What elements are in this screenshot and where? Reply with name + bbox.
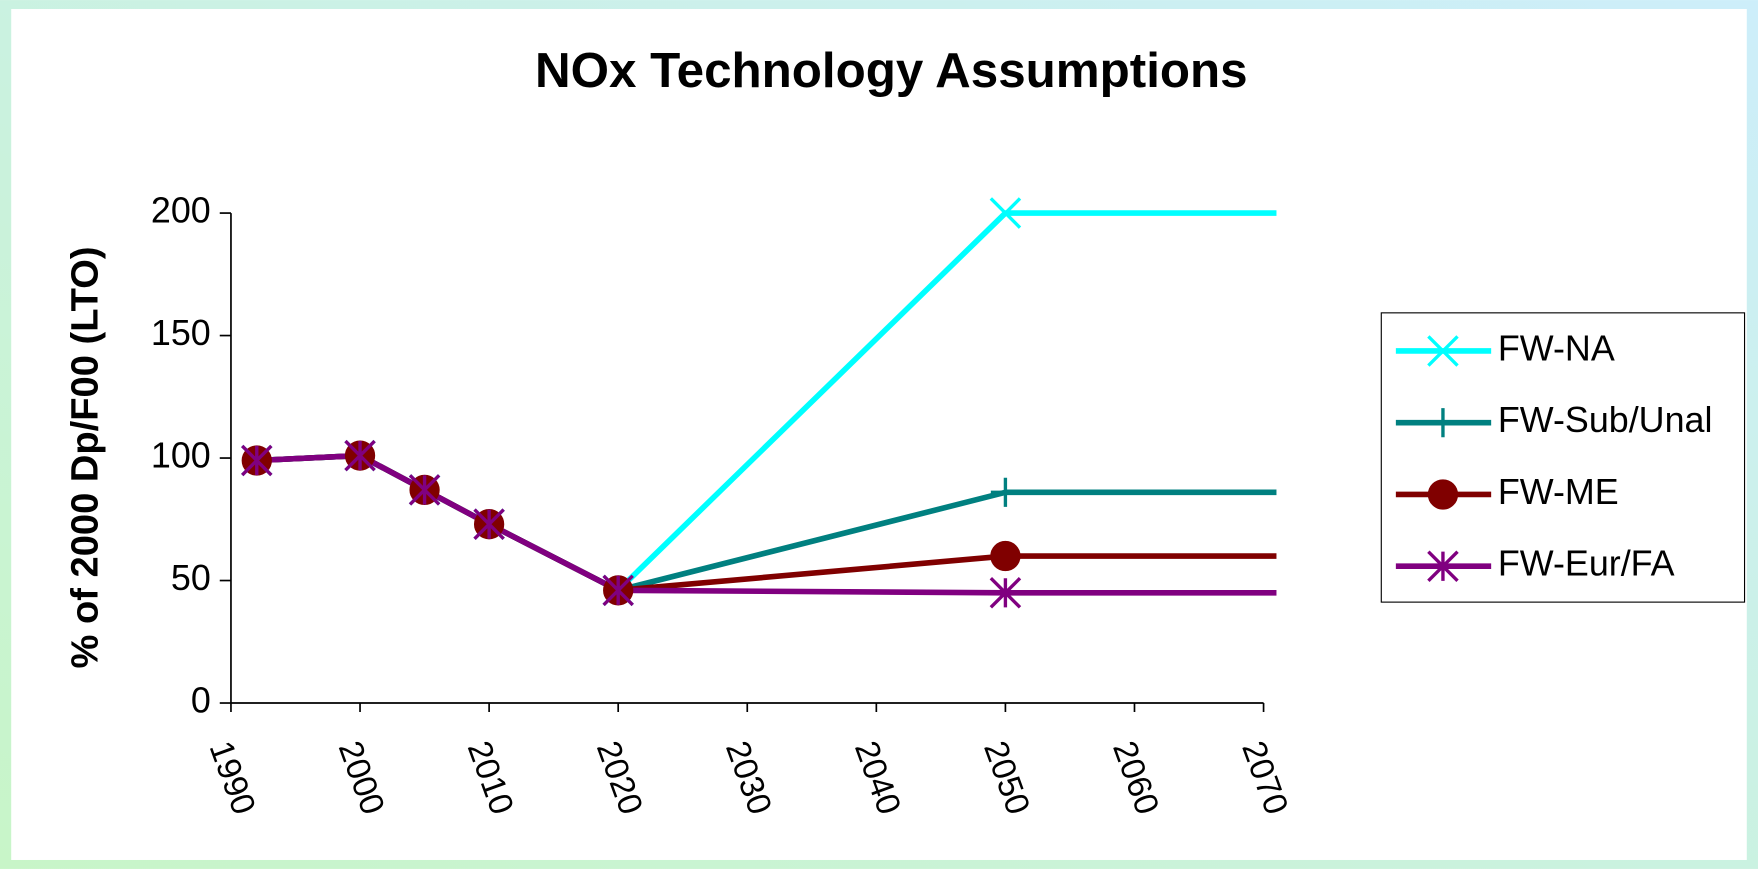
marker: [989, 577, 1022, 609]
marker: [344, 439, 376, 472]
legend-label: FW-Sub/Unal: [1498, 400, 1713, 440]
marker: [990, 477, 1020, 507]
legend-label: FW-NA: [1498, 328, 1615, 368]
y-tick-label: 200: [151, 191, 211, 231]
marker: [408, 474, 441, 506]
marker: [473, 508, 505, 540]
y-axis-label: % of 2000 Dp/F00 (LTO): [65, 246, 107, 668]
marker: [990, 540, 1021, 572]
marker: [989, 197, 1022, 229]
y-tick-label: 50: [171, 558, 211, 598]
marker: [1427, 550, 1459, 583]
marker: [602, 574, 634, 607]
y-tick-label: 0: [191, 680, 211, 720]
y-tick-label: 100: [151, 436, 211, 476]
marker: [241, 444, 273, 477]
y-tick-label: 150: [151, 313, 211, 353]
marker: [1427, 335, 1459, 367]
chart-title: NOx Technology Assumptions: [535, 43, 1248, 98]
legend-label: FW-Eur/FA: [1498, 544, 1675, 584]
legend-label: FW-ME: [1498, 472, 1619, 512]
marker: [1428, 408, 1458, 438]
marker: [1427, 479, 1459, 510]
